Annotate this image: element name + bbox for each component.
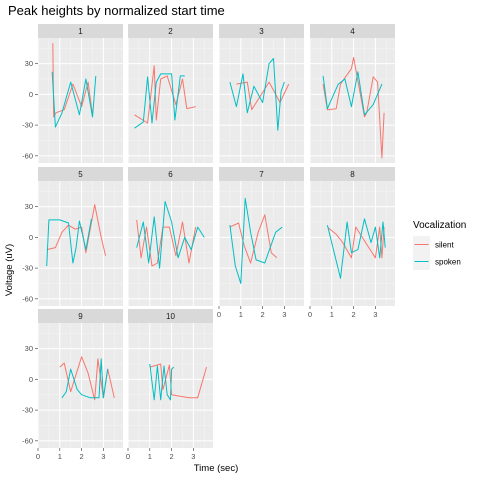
legend-title: Vocalization — [413, 220, 466, 231]
y-tick-label: -60 — [22, 151, 33, 160]
series-line-silent — [322, 57, 385, 159]
x-tick-label: 3 — [373, 310, 377, 319]
series-line-silent — [327, 226, 385, 259]
facet-panel-6: 6 — [127, 167, 213, 306]
y-tick-label: 0 — [29, 233, 33, 242]
facet-strip-label: 10 — [166, 312, 175, 321]
facet-strip — [128, 309, 213, 323]
x-tick-label: 0 — [36, 452, 40, 461]
x-tick-label: 3 — [282, 310, 286, 319]
legend-entry-spoken: spoken — [413, 253, 461, 270]
facet-strip-label: 2 — [168, 27, 173, 36]
facet-strip-label: 4 — [350, 27, 355, 36]
y-axis-title: Voltage (uV) — [4, 244, 15, 296]
panel-background — [38, 38, 123, 163]
facet-panel-5: 5 — [37, 167, 123, 306]
series-line-spoken — [326, 218, 386, 279]
facet-strip — [128, 167, 213, 181]
y-tick-label: 30 — [25, 344, 33, 353]
series-line-spoken — [134, 73, 185, 129]
panel-background — [38, 181, 123, 306]
y-axes: -60 -30 0 30 -60 -30 0 30 -60 -30 0 30 — [22, 59, 38, 445]
facet-strip-label: 7 — [259, 170, 264, 179]
facet-strip-label: 9 — [78, 312, 83, 321]
facet-panel-10: 10 — [127, 309, 213, 448]
facet-strip — [38, 24, 123, 38]
series-line-spoken — [229, 197, 283, 284]
panel-background — [38, 323, 123, 448]
panel-background — [310, 181, 395, 306]
facet-panel-9: 9 — [37, 309, 123, 448]
facet-strip-label: 8 — [350, 170, 355, 179]
facet-panel-1: 1 — [37, 24, 123, 163]
facet-strip — [219, 24, 304, 38]
x-tick-label: 2 — [170, 452, 174, 461]
panel-background — [128, 38, 213, 163]
y-tick-label: -30 — [22, 121, 33, 130]
facet-panel-4: 4 — [309, 24, 395, 163]
series-line-spoken — [229, 58, 285, 131]
facet-strip — [38, 167, 123, 181]
x-tick-label: 3 — [101, 452, 105, 461]
legend-label: spoken — [435, 258, 461, 267]
y-tick-label: 0 — [29, 375, 33, 384]
legend: Vocalization silent spoken — [413, 220, 466, 270]
facet-panel-3: 3 — [218, 24, 304, 163]
x-axis-title: Time (sec) — [194, 463, 239, 474]
series-line-spoken — [149, 363, 175, 401]
facet-strip-label: 1 — [78, 27, 83, 36]
x-tick-label: 3 — [191, 452, 195, 461]
x-tick-label: 1 — [58, 452, 62, 461]
x-tick-label: 2 — [80, 452, 84, 461]
legend-label: silent — [435, 241, 454, 250]
series-line-spoken — [322, 71, 383, 116]
facet-strip — [310, 24, 395, 38]
series-line-spoken — [51, 71, 97, 128]
facet-panel-8: 8 — [309, 167, 395, 306]
panel-background — [128, 181, 213, 306]
x-tick-label: 1 — [148, 452, 152, 461]
facet-strip — [310, 167, 395, 181]
x-tick-label: 0 — [308, 310, 312, 319]
y-tick-label: -30 — [22, 264, 33, 273]
series-line-spoken — [46, 218, 92, 267]
facet-panel-7: 7 — [218, 167, 304, 306]
facet-strip — [38, 309, 123, 323]
y-tick-label: 30 — [25, 202, 33, 211]
legend-entry-silent: silent — [413, 236, 454, 253]
facet-strip — [219, 167, 304, 181]
x-tick-label: 1 — [330, 310, 334, 319]
y-tick-label: 30 — [25, 59, 33, 68]
series-line-silent — [149, 363, 207, 399]
y-tick-label: -60 — [22, 294, 33, 303]
series-line-spoken — [61, 358, 109, 399]
facet-panel-2: 2 — [127, 24, 213, 163]
x-tick-label: 1 — [239, 310, 243, 319]
facet-strip-label: 6 — [168, 170, 173, 179]
series-line-silent — [134, 65, 196, 124]
series-line-spoken — [136, 201, 205, 269]
x-tick-label: 0 — [126, 452, 130, 461]
x-axes: 0 1 2 3 0 1 2 3 0 1 2 3 0 1 2 3 — [36, 306, 377, 461]
y-tick-label: -30 — [22, 406, 33, 415]
facet-strip-label: 5 — [78, 170, 83, 179]
y-tick-label: -60 — [22, 436, 33, 445]
x-tick-label: 0 — [217, 310, 221, 319]
x-tick-label: 2 — [352, 310, 356, 319]
chart-title: Peak heights by normalized start time — [8, 3, 225, 18]
facet-panels: 1 2 3 45 6 7 89 10 — [37, 24, 395, 448]
y-tick-label: 0 — [29, 90, 33, 99]
series-line-silent — [236, 81, 290, 111]
x-tick-label: 2 — [261, 310, 265, 319]
facet-strip-label: 3 — [259, 27, 264, 36]
facet-strip — [128, 24, 213, 38]
panel-background — [219, 181, 304, 306]
